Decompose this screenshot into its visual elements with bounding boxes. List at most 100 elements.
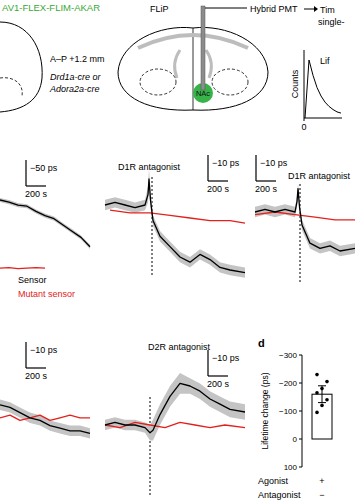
tick <box>304 118 305 121</box>
data-point <box>315 411 319 415</box>
panel-title: D2R antagonist <box>148 342 211 352</box>
fiber-cable <box>205 8 247 9</box>
trace-panel: −10 ps 200 s D1R antagonist <box>105 155 245 278</box>
tick-label: −200 <box>279 379 298 388</box>
trace-panel: −10 ps 200 s D2R antagonist <box>105 342 245 495</box>
scale-label: −50 ps <box>30 163 58 173</box>
midline <box>193 28 194 110</box>
scale-label: 200 s <box>255 184 278 194</box>
scale-bar-y <box>255 155 256 181</box>
sem-band <box>0 198 90 249</box>
scale-bar-y <box>207 350 208 376</box>
readout-label: Tim <box>320 5 335 15</box>
data-point <box>315 373 319 377</box>
scale-bar-x <box>26 367 46 368</box>
sem-band <box>0 400 90 439</box>
tick-label: −100 <box>279 407 298 416</box>
condition-name: Antagonist <box>258 490 301 500</box>
error-bar <box>318 386 326 403</box>
condition-value: + <box>319 476 324 486</box>
scale-bar-y <box>25 342 26 368</box>
scale-label: 200 s <box>25 189 48 199</box>
data-point <box>320 387 324 391</box>
scale-label: 200 s <box>207 184 230 194</box>
region-label: NAc <box>196 89 210 98</box>
drug-onset-line <box>152 177 153 275</box>
mouse-line: Drd1a-cre or <box>50 72 102 82</box>
trace <box>105 179 245 273</box>
striatum-outline <box>140 69 176 95</box>
readout-label: single- <box>318 17 345 27</box>
sem-band <box>105 373 245 441</box>
trace <box>0 415 90 420</box>
virus-label: AV1-FLEX-FLIM-AKAR <box>2 2 100 13</box>
panel-title: D1R antagonist <box>288 171 351 181</box>
legend-entry: Mutant sensor <box>18 289 75 299</box>
scale-label: −10 ps <box>212 158 240 168</box>
axis-title: Lifetime change (ps) <box>260 372 270 449</box>
tick <box>299 411 302 412</box>
histogram-axes <box>304 50 342 118</box>
panel-letter: d <box>258 337 265 349</box>
scale-bar-x <box>26 185 46 186</box>
trace <box>110 210 245 223</box>
arrow <box>304 9 314 10</box>
condition-value: − <box>319 490 324 500</box>
scale-label: −10 ps <box>260 158 288 168</box>
scale-label: −10 ps <box>30 345 58 355</box>
figure: AV1-FLEX-FLIM-AKAR A–P +1.2 mm Drd1a-cre o… <box>0 0 360 504</box>
trace <box>255 189 355 251</box>
histogram-title: Lif <box>320 56 330 66</box>
optic-fiber <box>201 6 205 90</box>
scale-label: −10 ps <box>212 353 240 363</box>
tick <box>299 383 302 384</box>
scale-bar-x <box>208 375 228 376</box>
trace <box>0 268 45 269</box>
trace-panel: −50 ps 200 s <box>0 160 90 269</box>
striatum-outline <box>212 69 248 95</box>
tick <box>299 439 302 440</box>
tick <box>299 467 302 468</box>
drug-onset-line <box>300 184 301 282</box>
arrow-head <box>314 6 318 12</box>
trace <box>0 405 90 434</box>
trace <box>255 212 355 220</box>
panel-title: D1R antagonist <box>118 162 181 172</box>
trace-panel: −10 ps 200 s D1R antagonist <box>255 155 355 282</box>
data-point <box>325 380 329 384</box>
drug-onset-line <box>150 397 151 495</box>
brain-outline <box>0 22 42 112</box>
sem-band <box>105 169 245 278</box>
condition-name: Agonist <box>258 476 289 486</box>
tick-label: −300 <box>279 351 298 360</box>
scale-bar-x <box>256 180 276 181</box>
data-point <box>320 404 324 408</box>
scale-bar-y <box>25 160 26 186</box>
tick <box>299 355 302 356</box>
striatum-outline <box>0 78 22 96</box>
trace <box>0 200 90 247</box>
ventricle <box>175 50 180 78</box>
scale-label: 200 s <box>25 371 48 381</box>
ventricle <box>206 50 211 78</box>
axis-title: Counts <box>290 69 300 98</box>
method-label: FLiP <box>150 4 169 14</box>
bar-chart: −300 −200 −100 0 100 + − Agonist Antagonist <box>258 351 332 500</box>
detector-label: Hybrid PMT <box>250 4 298 14</box>
scale-bar-x <box>208 180 228 181</box>
scale-label: 200 s <box>207 379 230 389</box>
histogram-curve <box>305 60 341 118</box>
trace <box>105 383 245 432</box>
trace-panel: −10 ps 200 s <box>0 342 90 439</box>
legend-entry: Sensor <box>18 275 47 285</box>
tick-label: 0 <box>301 122 306 132</box>
mouse-line: Adora2a-cre <box>49 84 100 94</box>
tick-label: 0 <box>293 435 298 444</box>
data-point <box>325 398 329 402</box>
sem-band <box>255 183 355 256</box>
tick-label: 100 <box>284 463 298 472</box>
corpus-callosum <box>138 35 248 48</box>
data-point <box>315 391 319 395</box>
coordinate-label: A–P +1.2 mm <box>50 54 105 64</box>
scale-bar-y <box>207 155 208 181</box>
